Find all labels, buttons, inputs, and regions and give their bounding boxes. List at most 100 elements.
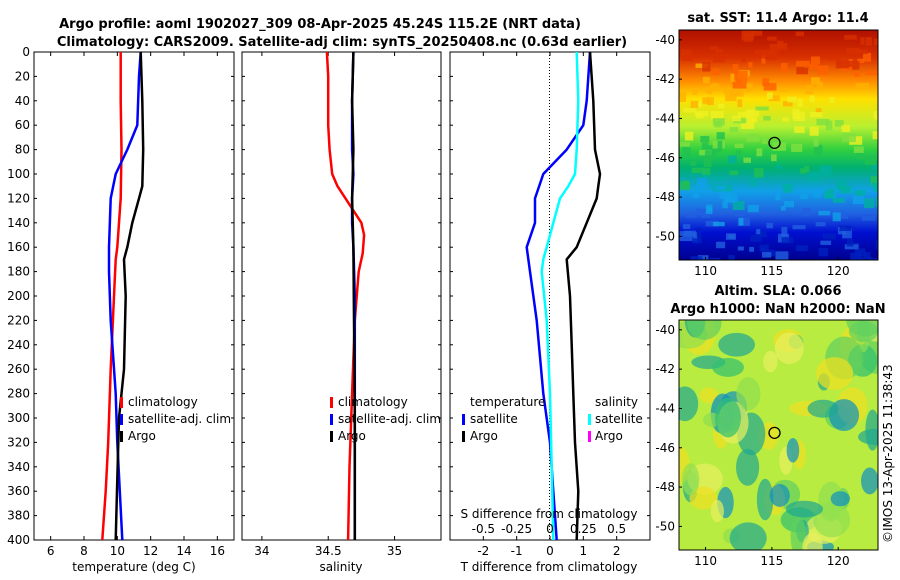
- header-line2: Climatology: CARS2009. Satellite-adj cli…: [57, 35, 627, 50]
- sst-cell: [824, 192, 832, 199]
- sst-cell: [734, 143, 744, 149]
- map-y-label: -40: [655, 33, 675, 47]
- sst-cell: [839, 186, 852, 194]
- sst-cell: [747, 204, 759, 213]
- sla-blob: [718, 332, 755, 357]
- map-y-label: -40: [655, 323, 675, 337]
- sst-cell: [791, 143, 803, 152]
- difference-xlabel: T difference from climatology: [460, 560, 638, 574]
- x-tick-label: 35: [387, 544, 402, 558]
- sst-cell: [743, 157, 751, 163]
- sla-texture: [679, 320, 878, 550]
- legend-swatch-satellite: [120, 414, 123, 425]
- sst-cell: [875, 113, 878, 121]
- sst-cell: [800, 193, 808, 200]
- imos-stamp: ©IMOS 13-Apr-2025 11:38:43: [881, 364, 895, 543]
- sst-cell: [710, 111, 724, 119]
- x-tick-label: 12: [143, 544, 158, 558]
- sst-cell: [708, 145, 722, 153]
- map-x-label: 115: [760, 264, 783, 278]
- salinity-legend: climatology satellite-adj. clim Argo: [330, 395, 441, 443]
- sst-cell: [776, 164, 782, 169]
- sst-cell: [861, 257, 873, 260]
- x-tick-label: 0.25: [570, 522, 597, 536]
- sst-cell: [854, 49, 868, 55]
- sst-cell: [723, 87, 738, 95]
- sst-cell: [809, 112, 823, 118]
- header-line1: Argo profile: aoml 1902027_309 08-Apr-20…: [59, 17, 581, 32]
- salinity-axes: [241, 51, 442, 541]
- sla-blob: [699, 387, 718, 404]
- sst-cell: [767, 36, 777, 41]
- sst-cell: [698, 182, 705, 192]
- sst-cell: [801, 208, 811, 217]
- sst-cell: [857, 58, 864, 63]
- sst-cell: [692, 192, 700, 198]
- legend-climatology: climatology: [128, 395, 198, 409]
- sst-cell: [818, 248, 829, 257]
- sst-cell: [713, 176, 725, 181]
- sst-cell: [864, 252, 871, 258]
- sst-cell: [702, 97, 709, 104]
- sst-cell: [729, 170, 739, 176]
- sst-cell: [686, 213, 697, 218]
- map-y-label: -44: [655, 401, 675, 415]
- sst-cell: [800, 168, 806, 174]
- sst-cell: [732, 115, 741, 122]
- series-line-temperature-argo: [565, 52, 602, 540]
- sst-cell: [728, 255, 735, 260]
- sst-cell: [873, 110, 878, 119]
- map-y-label: -42: [655, 72, 675, 86]
- sst-cell: [756, 148, 763, 157]
- sst-cell: [871, 164, 878, 170]
- map-x-label: 110: [694, 264, 717, 278]
- sla-blob: [679, 386, 699, 422]
- sst-cell: [809, 64, 819, 70]
- sst-cell: [692, 87, 698, 95]
- sla-blob: [774, 332, 804, 365]
- sst-cell: [841, 124, 851, 132]
- y-tick-label: 0: [22, 45, 30, 59]
- sst-cell: [816, 118, 830, 126]
- map-y-label: -46: [655, 151, 675, 165]
- x-tick-label: -0.25: [501, 522, 532, 536]
- sst-cell: [705, 86, 713, 93]
- sst-cell: [702, 167, 711, 175]
- sst-cell: [746, 133, 760, 143]
- sst-cell: [780, 87, 788, 92]
- sla-map: Altim. SLA: 0.066 Argo h1000: NaN h2000:…: [655, 284, 885, 568]
- x-tick-label: 14: [176, 544, 191, 558]
- sst-cell: [723, 197, 732, 203]
- y-tick-label: 120: [7, 191, 30, 205]
- x-tick-label: -0.5: [472, 522, 495, 536]
- y-tick-label: 280: [7, 387, 30, 401]
- sst-cell: [712, 118, 725, 126]
- y-tick-label: 180: [7, 265, 30, 279]
- difference-y-ticks: [450, 51, 650, 541]
- sst-cell: [723, 54, 732, 59]
- sst-cell: [696, 177, 708, 187]
- x-tick-label: 34: [254, 544, 269, 558]
- x-tick-label: 0: [546, 544, 554, 558]
- sst-cell: [734, 70, 748, 81]
- sst-cell: [756, 229, 761, 235]
- x-tick-label: 16: [210, 544, 225, 558]
- sst-cell: [780, 62, 788, 73]
- sla-blob: [785, 500, 824, 518]
- sst-cell: [852, 257, 863, 260]
- sst-cell: [730, 73, 736, 82]
- sst-cell: [741, 57, 747, 63]
- sst-cell: [834, 120, 844, 127]
- sst-cell: [856, 153, 865, 160]
- sst-map-title: sat. SST: 11.4 Argo: 11.4: [687, 11, 868, 26]
- sla-blob: [802, 532, 823, 550]
- sst-cell: [844, 34, 857, 40]
- legend-satellite: satellite-adj. clim: [338, 412, 441, 426]
- series-line-argo: [350, 52, 357, 540]
- sst-cell: [706, 97, 714, 105]
- sst-cell: [846, 48, 860, 55]
- sst-cell: [761, 55, 766, 64]
- y-tick-label: 320: [7, 435, 30, 449]
- sst-cell: [715, 185, 728, 190]
- sst-cell: [737, 246, 744, 251]
